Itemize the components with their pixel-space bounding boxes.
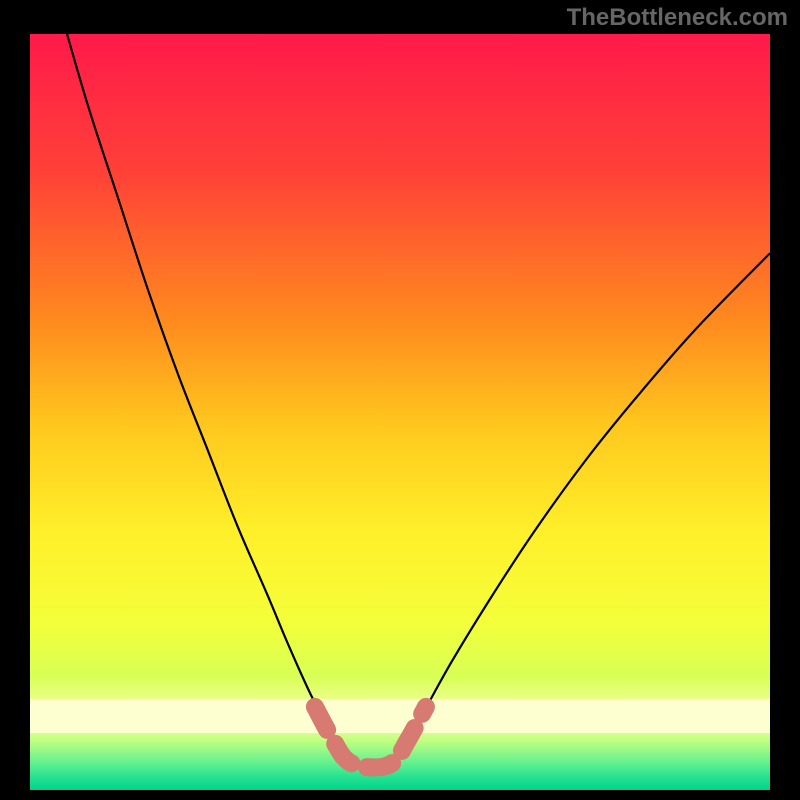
watermark-text: TheBottleneck.com bbox=[567, 4, 788, 32]
curve-left bbox=[67, 34, 337, 745]
curve-right bbox=[404, 253, 770, 744]
canvas: TheBottleneck.com bbox=[0, 0, 800, 800]
plot-area bbox=[30, 34, 770, 790]
curve-overlay bbox=[315, 707, 426, 768]
chart-svg bbox=[30, 34, 770, 790]
